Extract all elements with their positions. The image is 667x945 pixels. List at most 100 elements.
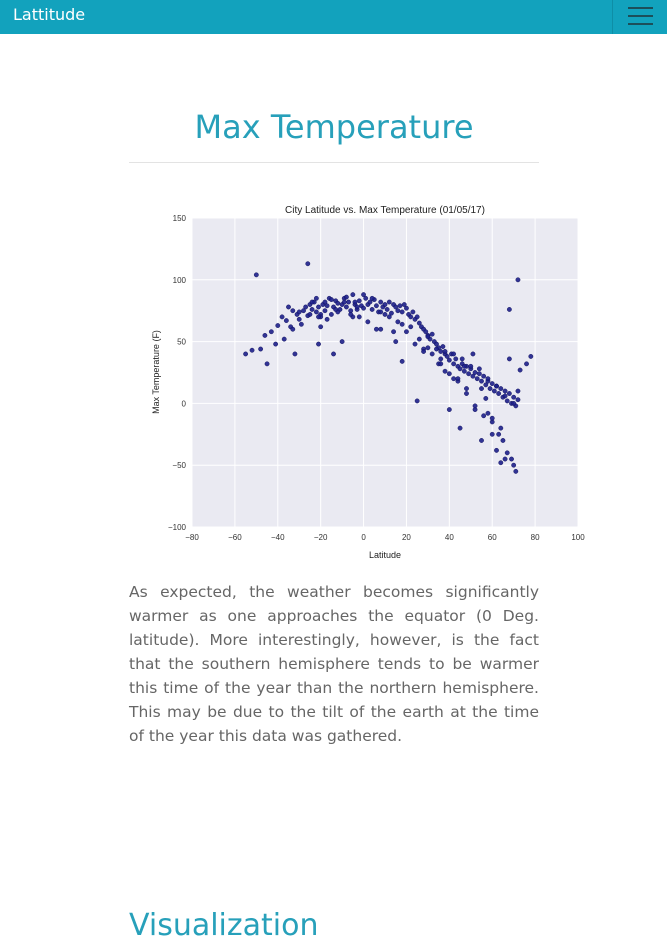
scatter-point: [339, 339, 345, 345]
scatter-point: [316, 314, 321, 320]
y-tick-label: 50: [177, 338, 186, 347]
scatter-point: [479, 386, 484, 391]
scatter-point: [309, 299, 315, 305]
x-tick-label: 100: [571, 533, 585, 542]
scatter-point: [444, 354, 450, 359]
scatter-point: [378, 299, 384, 305]
scatter-point: [301, 308, 306, 314]
scatter-point: [328, 297, 334, 302]
scatter-point: [425, 334, 431, 340]
x-tick-label: −20: [314, 533, 328, 542]
x-tick-label: −60: [228, 533, 242, 542]
scatter-point: [517, 367, 523, 373]
scatter-point: [386, 314, 392, 320]
scatter-point: [489, 381, 495, 387]
scatter-point: [494, 383, 499, 389]
hamburger-menu-icon[interactable]: [612, 0, 667, 34]
scatter-point: [328, 312, 334, 317]
scatter-point: [283, 318, 289, 323]
scatter-point: [461, 368, 467, 374]
scatter-point: [348, 312, 354, 317]
scatter-point: [273, 341, 279, 347]
scatter-point: [423, 329, 429, 335]
scatter-point: [389, 310, 394, 316]
scatter-point: [496, 391, 502, 396]
scatter-point: [298, 321, 304, 327]
scatter-point: [253, 272, 259, 278]
scatter-point: [476, 371, 482, 377]
scatter-point: [451, 351, 457, 357]
scatter-point: [382, 302, 388, 307]
scatter-point: [470, 351, 476, 357]
scatter-point: [393, 304, 399, 310]
x-tick-label: −40: [271, 533, 285, 542]
scatter-point: [455, 376, 461, 382]
scatter-point: [410, 309, 416, 315]
scatter-point: [243, 351, 249, 357]
scatter-point: [451, 361, 457, 367]
scatter-point: [528, 354, 534, 359]
scatter-point: [498, 386, 504, 391]
scatter-point: [509, 456, 514, 462]
scatter-point: [365, 319, 371, 325]
scatter-point: [397, 303, 403, 309]
scatter-point: [511, 400, 517, 406]
y-tick-label: 150: [173, 214, 187, 223]
scatter-point: [395, 308, 401, 314]
navbar: Lattitude: [0, 0, 667, 34]
scatter-point: [506, 307, 512, 312]
scatter-point: [414, 398, 420, 404]
scatter-point: [290, 308, 296, 314]
scatter-point: [498, 460, 504, 466]
y-axis-label: Max Temperature (F): [151, 330, 161, 414]
x-axis-label: Latitude: [369, 550, 401, 560]
scatter-point: [506, 356, 512, 362]
scatter-point: [352, 299, 358, 305]
scatter-point: [470, 373, 476, 379]
scatter-point: [442, 349, 448, 354]
scatter-point: [313, 309, 319, 315]
y-tick-label: 100: [173, 276, 187, 285]
scatter-point: [404, 329, 409, 335]
scatter-point: [386, 299, 392, 305]
scatter-point: [511, 394, 517, 400]
scatter-point: [511, 462, 517, 468]
scatter-point: [513, 468, 519, 474]
scatter-point: [367, 299, 373, 305]
scatter-point: [322, 299, 328, 305]
scatter-point: [374, 326, 379, 332]
scatter-point: [258, 346, 264, 352]
scatter-point: [506, 391, 512, 396]
scatter-point: [446, 407, 452, 412]
scatter-point: [468, 363, 474, 369]
scatter-point: [393, 339, 399, 345]
scatter-point: [416, 336, 422, 342]
scatter-point: [461, 363, 467, 369]
scatter-point: [504, 450, 510, 456]
scatter-point: [414, 314, 420, 320]
scatter-point: [333, 307, 339, 312]
section-description: As expected, the weather becomes signifi…: [129, 583, 539, 745]
scatter-point: [324, 316, 330, 322]
scatter-point: [485, 376, 491, 382]
scatter-point: [324, 303, 330, 309]
scatter-point: [408, 314, 414, 320]
scatter-point: [378, 309, 384, 315]
scatter-point: [303, 304, 309, 310]
scatter-point: [472, 403, 478, 409]
scatter-point: [331, 351, 336, 357]
scatter-point: [322, 308, 328, 314]
scatter-point: [416, 320, 422, 326]
navbar-brand[interactable]: Lattitude: [13, 5, 86, 24]
scatter-point: [369, 307, 375, 312]
scatter-point: [487, 386, 493, 391]
scatter-point: [466, 371, 472, 377]
scatter-point: [335, 300, 341, 306]
scatter-point: [408, 324, 414, 330]
scatter-point: [491, 388, 497, 394]
scatter-point: [249, 347, 255, 353]
scatter-point: [279, 314, 285, 320]
scatter-point: [356, 314, 362, 320]
scatter-point: [343, 304, 349, 310]
scatter-point: [404, 305, 409, 311]
